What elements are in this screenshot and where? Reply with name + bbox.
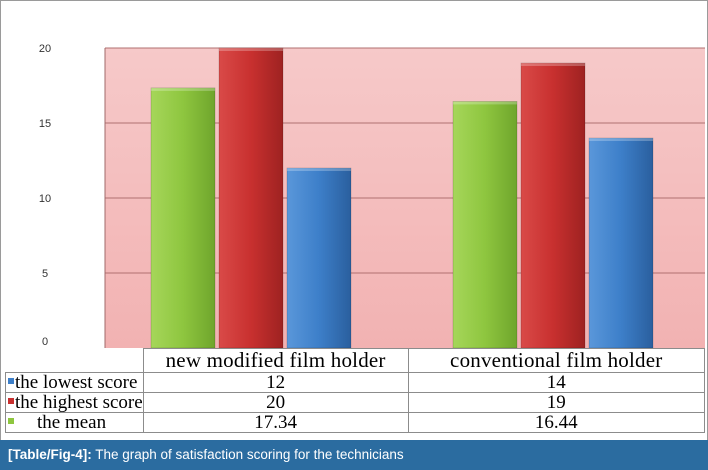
row-label-cell: the mean: [5, 412, 144, 433]
caption-text: The graph of satisfaction scoring for th…: [91, 447, 404, 462]
y-axis-ticks: 0 5 10 15 20: [39, 43, 51, 348]
caption-tag: [Table/Fig-4]:: [8, 447, 92, 462]
category-label-new: new modified film holder: [142, 348, 409, 373]
value-highest-new: 20: [142, 392, 409, 413]
value-lowest-conventional: 14: [407, 372, 706, 393]
row-label-highest: the highest score: [15, 392, 143, 413]
bar-2-0: [286, 167, 352, 348]
category-label-conventional: conventional film holder: [407, 348, 706, 373]
y-tick-label: 15: [39, 118, 51, 130]
bar-top-1-0: [219, 48, 283, 51]
bars: [150, 47, 654, 348]
legend-key-highest: [8, 398, 14, 404]
value-mean-conventional: 16.44: [407, 412, 706, 433]
data-table: new modified film holder conventional fi…: [5, 348, 706, 433]
figure-caption: [Table/Fig-4]: The graph of satisfaction…: [0, 440, 708, 470]
bar-2-1: [588, 137, 654, 348]
bar-top-0-1: [453, 101, 517, 105]
value-mean-new: 17.34: [142, 412, 409, 433]
value-lowest-new: 12: [142, 372, 409, 393]
bar-top-2-0: [287, 168, 351, 171]
y-tick-label: 0: [42, 336, 48, 348]
row-label-cell: the lowest score: [5, 372, 144, 393]
row-label-lowest: the lowest score: [15, 372, 138, 393]
bar-top-2-1: [589, 138, 653, 141]
bar-1-1: [520, 62, 586, 348]
value-highest-conventional: 19: [407, 392, 706, 413]
bar-0-0: [150, 87, 216, 348]
legend-key-lowest: [8, 378, 14, 384]
table-header-row: new modified film holder conventional fi…: [5, 348, 706, 373]
table-row-lowest: the lowest score 12 14: [5, 372, 706, 393]
table-row-mean: the mean 17.34 16.44: [5, 412, 706, 433]
bar-chart: 0 5 10 15 20: [39, 43, 705, 348]
y-tick-label: 20: [39, 43, 51, 55]
row-label-cell: the highest score: [5, 392, 144, 413]
bar-0-1: [452, 101, 518, 348]
row-label-mean: the mean: [37, 412, 107, 433]
bar-top-0-0: [151, 87, 215, 91]
table-corner-cell: [5, 348, 144, 373]
y-tick-label: 5: [42, 268, 48, 280]
bar-top-1-1: [521, 63, 585, 66]
bar-1-0: [218, 47, 284, 348]
table-row-highest: the highest score 20 19: [5, 392, 706, 413]
y-tick-label: 10: [39, 193, 51, 205]
legend-key-mean: [8, 418, 14, 424]
